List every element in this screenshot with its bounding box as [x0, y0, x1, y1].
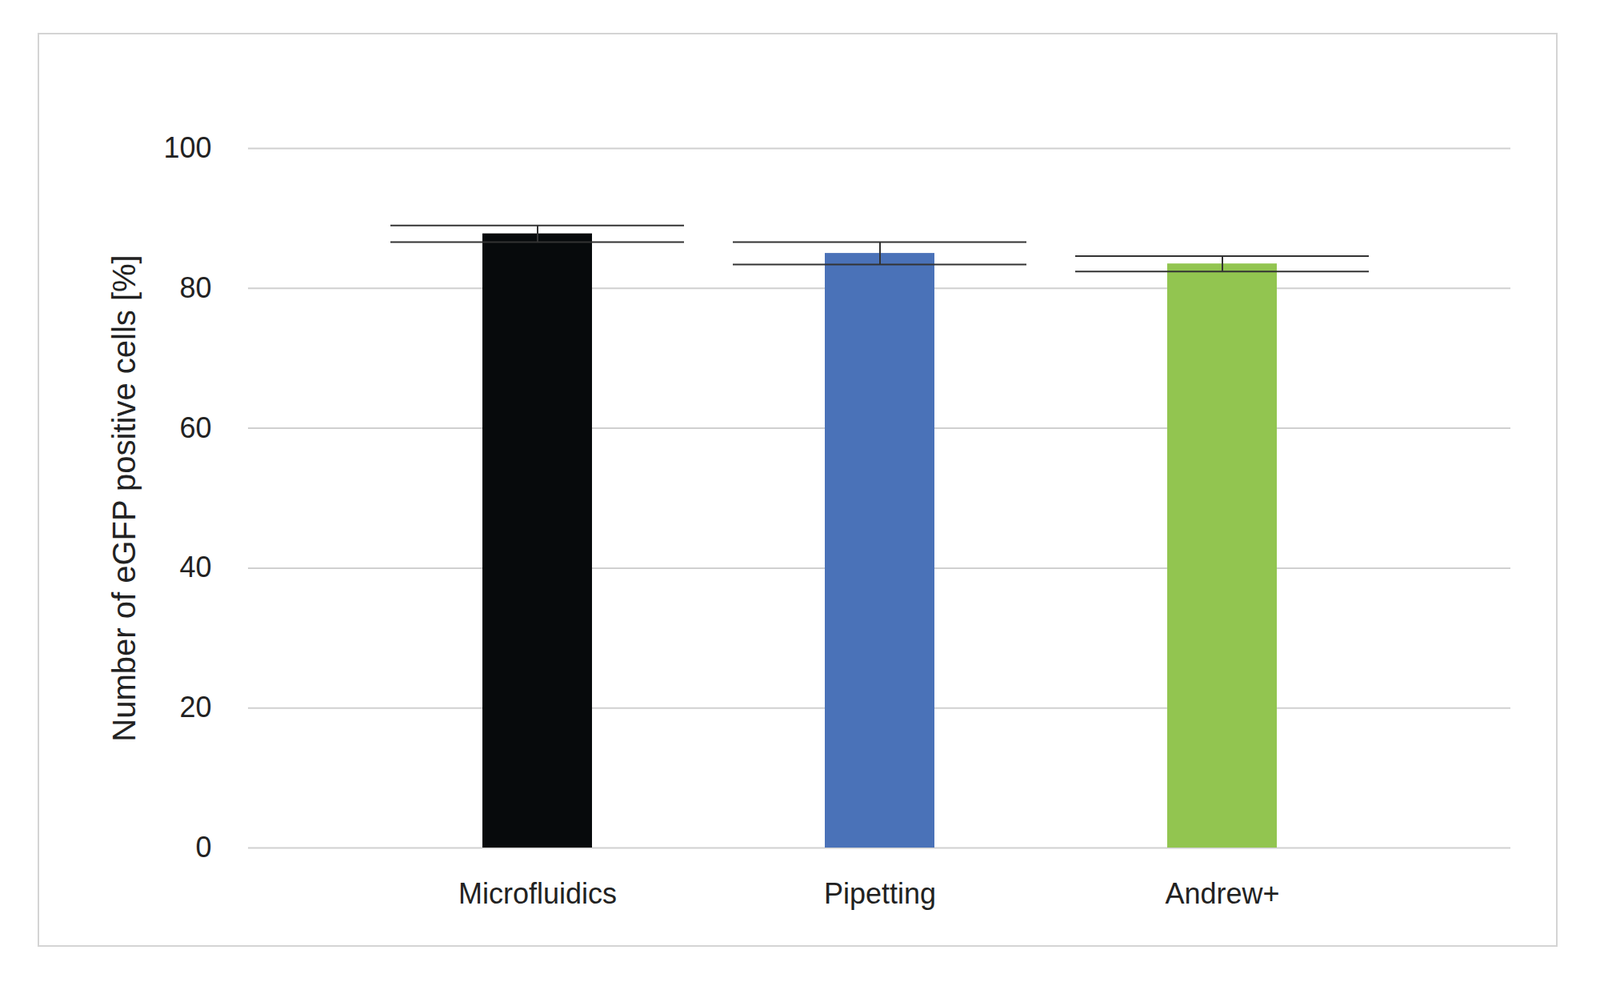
svg-text:Pipetting: Pipetting: [824, 876, 936, 910]
svg-text:20: 20: [179, 690, 212, 724]
svg-text:Number of eGFP positive cells: Number of eGFP positive cells [%]: [106, 254, 142, 741]
svg-text:Microfluidics: Microfluidics: [458, 876, 617, 910]
svg-text:100: 100: [163, 131, 212, 164]
svg-text:60: 60: [179, 411, 212, 444]
svg-text:Andrew+: Andrew+: [1164, 876, 1280, 910]
svg-text:40: 40: [179, 550, 212, 584]
svg-text:80: 80: [179, 271, 212, 304]
svg-text:0: 0: [195, 830, 212, 864]
